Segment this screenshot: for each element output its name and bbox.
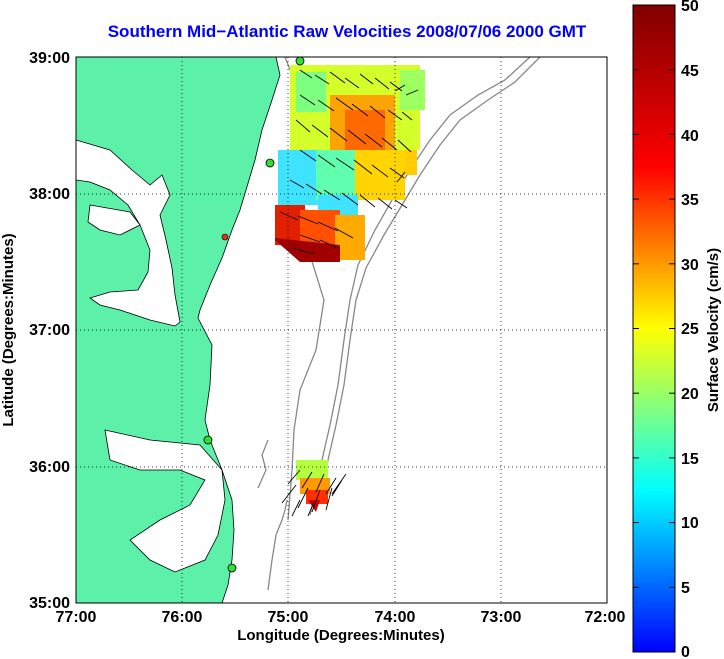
colorbar-tick-labels: 50 45 40 35 30 25 20 15 10 5 0	[681, 0, 699, 659]
station-marker	[227, 563, 237, 573]
station-marker	[221, 233, 229, 241]
grid-lines	[76, 57, 607, 603]
x-tick-label: 73:00	[481, 609, 522, 626]
contour-line	[309, 57, 531, 516]
x-axis-title: Longitude (Degrees:Minutes)	[237, 627, 445, 644]
bay-inlet	[87, 204, 141, 236]
contour-line	[320, 57, 541, 493]
current-vectors	[279, 69, 419, 255]
x-tick-label: 76:00	[162, 609, 203, 626]
colorbar-ticks	[633, 4, 675, 653]
map-title: Southern Mid−Atlantic Raw Velocities 200…	[107, 22, 587, 41]
x-tick-label: 72:00	[585, 609, 626, 626]
y-tick-label: 35:00	[29, 595, 70, 612]
y-tick-label: 36:00	[29, 459, 70, 476]
colorbar	[632, 4, 676, 653]
x-tick-label: 74:00	[375, 609, 416, 626]
colorbar-tick-label: 45	[681, 63, 699, 80]
plot-frame	[75, 56, 608, 604]
y-tick-label: 39:00	[29, 50, 70, 67]
colorbar-tick-label: 25	[681, 321, 699, 338]
colorbar-tick-label: 5	[681, 580, 690, 597]
x-tick-label: 75:00	[268, 609, 309, 626]
y-tick-label: 37:00	[29, 322, 70, 339]
colorbar-tick-label: 50	[681, 0, 699, 15]
colorbar-title: Surface Velocity (cm/s)	[705, 248, 722, 412]
colorbar-tick-label: 35	[681, 192, 699, 209]
colorbar-tick-label: 15	[681, 451, 699, 468]
colorbar-tick-label: 20	[681, 386, 699, 403]
colorbar-tick-label: 30	[681, 257, 699, 274]
colorbar-tick-label: 0	[681, 644, 690, 659]
station-marker	[265, 158, 275, 168]
contour-line	[257, 439, 269, 489]
x-tick-label: 77:00	[56, 609, 97, 626]
velocity-field-north	[275, 65, 425, 262]
contour-line	[267, 499, 288, 591]
x-tick-labels: 77:00 76:00 75:00 74:00 73:00 72:00	[56, 609, 626, 626]
chesapeake-bay	[76, 139, 181, 327]
y-tick-labels: 39:00 38:00 37:00 36:00 35:00	[29, 50, 70, 612]
colorbar-tick-label: 40	[681, 128, 699, 145]
station-marker	[203, 435, 213, 445]
y-axis-title: Latitude (Degrees:Minutes)	[0, 233, 17, 426]
current-vectors-south	[281, 469, 347, 517]
pamlico-sound	[104, 429, 226, 573]
y-tick-label: 38:00	[29, 186, 70, 203]
station-marker	[295, 57, 305, 66]
colorbar-tick-label: 10	[681, 515, 699, 532]
